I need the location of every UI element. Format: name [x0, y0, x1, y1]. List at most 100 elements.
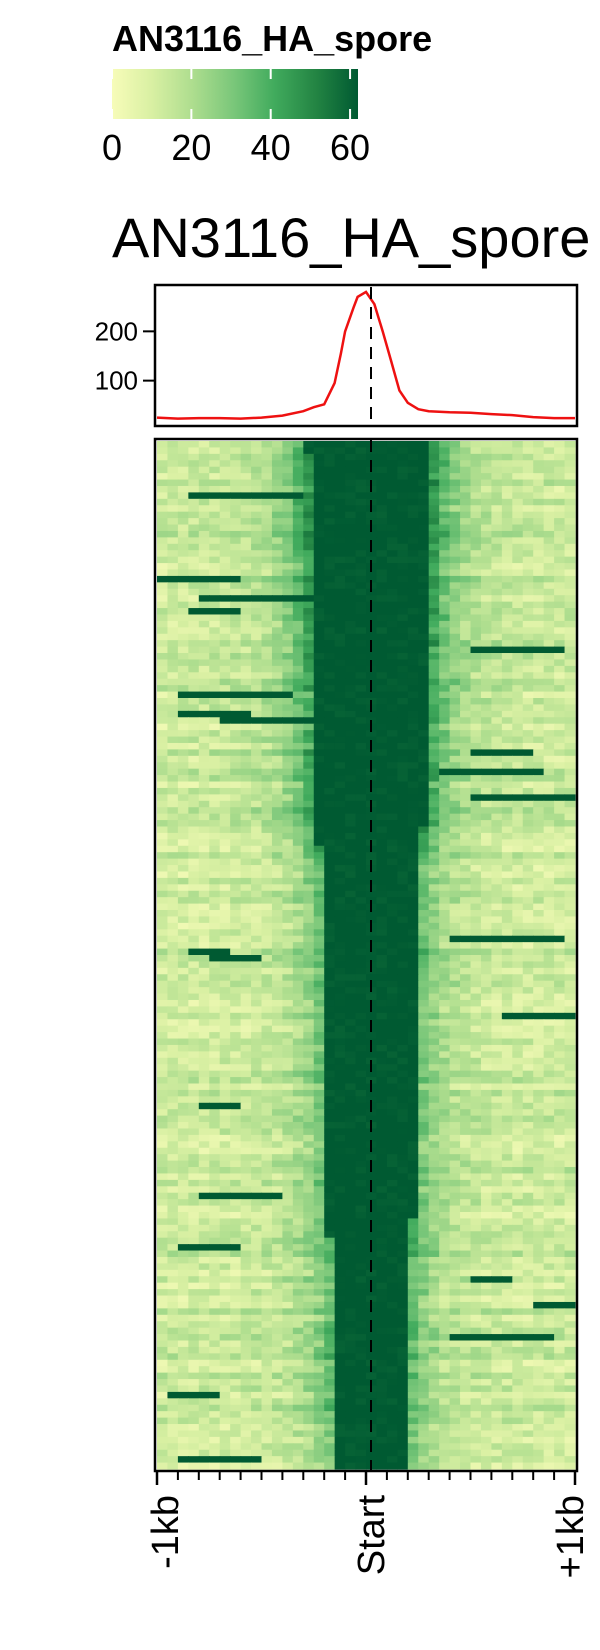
heatmap-cell	[188, 845, 200, 853]
heatmap-cell	[324, 447, 336, 455]
heatmap-cell	[512, 1141, 524, 1149]
heatmap-cell	[439, 1070, 451, 1078]
heatmap-cell	[439, 845, 451, 853]
heatmap-cell	[376, 627, 388, 635]
heatmap-cell	[209, 543, 221, 551]
heatmap-cell	[334, 1167, 346, 1175]
heatmap-cell	[501, 441, 513, 449]
heatmap-cell	[355, 1025, 367, 1033]
heatmap-cell	[292, 1012, 304, 1020]
heatmap-cell	[480, 1231, 492, 1239]
heatmap-cell	[501, 935, 513, 943]
heatmap-cell	[428, 1186, 440, 1194]
heatmap-cell	[261, 608, 273, 616]
heatmap-cell	[480, 595, 492, 603]
heatmap-cell	[470, 1096, 482, 1104]
heatmap-cell	[480, 832, 492, 840]
heatmap-cell	[554, 1231, 566, 1239]
heatmap-cell	[167, 980, 179, 988]
heatmap-cell	[428, 1205, 440, 1213]
heatmap-cell	[491, 1044, 503, 1052]
heatmap-cell	[554, 1218, 566, 1226]
heatmap-cell	[303, 820, 315, 828]
heatmap-cell	[449, 1160, 461, 1168]
heatmap-cell	[491, 1141, 503, 1149]
heatmap-cell	[334, 999, 346, 1007]
heatmap-cell	[219, 646, 231, 654]
heatmap-cell	[397, 1147, 409, 1155]
heatmap-cell	[177, 1051, 189, 1059]
heatmap-cell	[512, 787, 524, 795]
heatmap-cell	[188, 762, 200, 770]
heatmap-cell	[512, 910, 524, 918]
heatmap-cell	[345, 1212, 357, 1220]
heatmap-cell	[324, 916, 336, 924]
heatmap-cell	[157, 961, 169, 969]
heatmap-cell	[188, 563, 200, 571]
heatmap-cell	[439, 1077, 451, 1085]
heatmap-cell	[334, 820, 346, 828]
heatmap-cell	[366, 530, 378, 538]
heatmap-cell	[428, 653, 440, 661]
heatmap-cell	[512, 620, 524, 628]
heatmap-cell	[397, 999, 409, 1007]
heatmap-cell	[292, 1134, 304, 1142]
heatmap-cell	[282, 620, 294, 628]
heatmap-cell	[533, 698, 545, 706]
heatmap-cell	[167, 710, 179, 718]
heatmap-cell	[460, 608, 472, 616]
heatmap-cell	[386, 466, 398, 474]
heatmap-cell	[303, 543, 315, 551]
heatmap-cell	[167, 1237, 179, 1245]
heatmap-cell	[251, 608, 263, 616]
heatmap-cell	[271, 916, 283, 924]
heatmap-cell	[251, 1070, 263, 1078]
heatmap-cell	[460, 659, 472, 667]
heatmap-cell	[198, 582, 210, 590]
heatmap-cell	[198, 1173, 210, 1181]
heatmap-cell	[554, 569, 566, 577]
heatmap-cell	[512, 492, 524, 500]
heatmap-cell	[439, 762, 451, 770]
heatmap-cell	[376, 1224, 388, 1232]
heatmap-cell	[512, 691, 524, 699]
heatmap-cell	[428, 1025, 440, 1033]
heatmap-cell	[261, 800, 273, 808]
heatmap-cell	[439, 858, 451, 866]
heatmap-cell	[564, 1134, 576, 1142]
heatmap-cell	[345, 942, 357, 950]
heatmap-cell	[198, 1109, 210, 1117]
heatmap-cell	[240, 993, 252, 1001]
heatmap-cell	[543, 492, 555, 500]
heatmap-cell	[177, 1173, 189, 1181]
heatmap-cell	[522, 1109, 534, 1117]
heatmap-cell	[345, 948, 357, 956]
heatmap-cell	[177, 845, 189, 853]
heatmap-cell	[219, 447, 231, 455]
heatmap-cell	[177, 1083, 189, 1091]
heatmap-cell	[167, 466, 179, 474]
heatmap-cell	[261, 993, 273, 1001]
heatmap-cell	[292, 1102, 304, 1110]
heatmap-cell	[501, 884, 513, 892]
heatmap-cell	[480, 1089, 492, 1097]
heatmap-cell	[251, 1199, 263, 1207]
heatmap-cell	[449, 1083, 461, 1091]
heatmap-cell	[554, 524, 566, 532]
heatmap-cell	[386, 1122, 398, 1130]
heatmap-cell	[355, 1160, 367, 1168]
heatmap-cell	[324, 1179, 336, 1187]
heatmap-cell	[219, 505, 231, 513]
heatmap-cell	[334, 511, 346, 519]
heatmap-cell	[198, 800, 210, 808]
heatmap-cell	[219, 1006, 231, 1014]
heatmap-cell	[501, 980, 513, 988]
heatmap-cell	[543, 550, 555, 558]
heatmap-cell	[355, 999, 367, 1007]
heatmap-cell	[470, 1205, 482, 1213]
heatmap-cell	[219, 910, 231, 918]
heatmap-cell	[491, 665, 503, 673]
heatmap-cell	[209, 646, 221, 654]
heatmap-cell	[209, 601, 221, 609]
heatmap-cell	[282, 717, 294, 725]
